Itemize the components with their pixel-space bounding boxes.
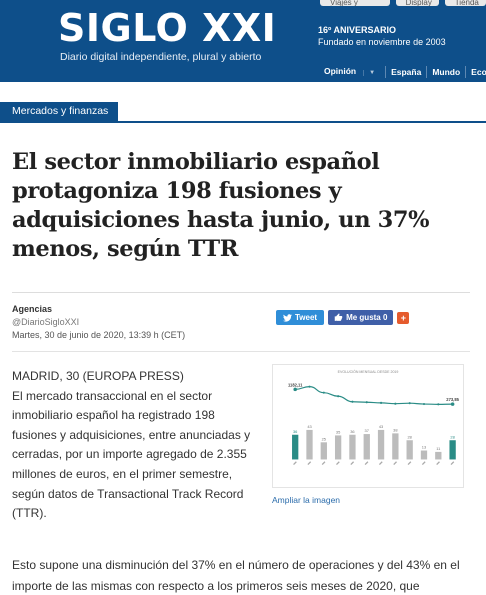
chart-x-tick — [436, 461, 440, 465]
divider — [12, 292, 470, 293]
share-buttons: Tweet Me gusta 0 + — [276, 310, 409, 325]
founded-label: Fundado en noviembre de 2003 — [318, 36, 446, 48]
thumbs-up-icon — [334, 313, 343, 322]
chart-bar — [335, 435, 341, 459]
chart-line-label: 1182,11 — [288, 382, 303, 387]
chart-bar — [321, 442, 327, 459]
byline: Agencias @DiarioSigloXXI Martes, 30 de j… — [12, 303, 185, 342]
chart-point — [423, 403, 425, 405]
dateline: MADRID, 30 (EUROPA PRESS) — [12, 367, 262, 387]
top-link[interactable]: Tienda — [445, 0, 486, 6]
chart-point — [366, 401, 368, 403]
chart-bar-label: 11 — [436, 446, 440, 451]
chart-bar — [435, 452, 441, 460]
chevron-down-icon: ▼ — [363, 70, 380, 76]
chart-point — [293, 388, 297, 392]
chart-x-tick — [379, 461, 383, 465]
site-header: Viajes y turismo Display Tienda SIGLO XX… — [0, 0, 486, 82]
chart-point — [351, 401, 353, 403]
chart-point — [323, 392, 325, 394]
chart-bar — [392, 433, 398, 459]
chart-bar-label: 28 — [450, 434, 455, 439]
chart-x-tick — [307, 461, 311, 465]
article-title: El sector inmobiliario español protagoni… — [12, 148, 472, 264]
chart-x-tick — [365, 461, 369, 465]
anniversary-info: 16º ANIVERSARIO Fundado en noviembre de … — [318, 24, 446, 48]
chart-bar — [407, 440, 413, 459]
chart-point — [308, 386, 310, 388]
nav-item-espana[interactable]: España — [385, 66, 426, 78]
top-link[interactable]: Viajes y turismo — [320, 0, 390, 6]
chart-bar — [292, 435, 298, 460]
chart-bar — [364, 434, 370, 459]
chart-image[interactable]: EVOLUCIÓN MENSUAL DESDE 2019 36 43 25 35 36 3… — [272, 364, 464, 488]
chart-bar-label: 36 — [293, 429, 298, 434]
anniversary-label: 16º ANIVERSARIO — [318, 24, 446, 36]
chart-line-label: 273,85 — [446, 397, 459, 402]
chart-bar-label: 35 — [336, 429, 341, 434]
tweet-label: Tweet — [295, 313, 317, 322]
chart-bar — [378, 430, 384, 460]
chart-bar-label: 28 — [407, 434, 412, 439]
chart-x-tick — [451, 461, 455, 465]
publish-date: Martes, 30 de junio de 2020, 13:39 h (CE… — [12, 329, 185, 342]
section-tag[interactable]: Mercados y finanzas — [0, 102, 118, 122]
chart-bar-label: 13 — [422, 445, 427, 450]
chart-bar — [421, 451, 427, 460]
article-figure: EVOLUCIÓN MENSUAL DESDE 2019 36 43 25 35 36 3… — [272, 364, 467, 505]
chart-bar — [349, 435, 355, 460]
chart-x-tick — [422, 461, 426, 465]
chart-bar-label: 37 — [365, 428, 369, 433]
chart-point — [380, 402, 382, 404]
site-tagline: Diario digital independiente, plural y a… — [60, 51, 261, 63]
main-nav: Opinión▼ España Mundo Econom — [314, 64, 486, 80]
chart-x-tick — [293, 461, 297, 465]
nav-item-mundo[interactable]: Mundo — [426, 66, 465, 78]
chart-point — [437, 403, 439, 405]
chart-x-tick — [408, 461, 412, 465]
chart-point — [451, 402, 455, 406]
divider — [12, 351, 470, 352]
chart-line — [295, 387, 452, 405]
top-links: Viajes y turismo Display Tienda — [320, 0, 486, 6]
twitter-icon — [283, 314, 292, 322]
chart-x-tick — [393, 461, 397, 465]
chart-bar-label: 36 — [350, 429, 355, 434]
author-handle[interactable]: @DiarioSigloXXI — [12, 316, 185, 329]
chart-x-tick — [336, 461, 340, 465]
nav-item-opinion[interactable]: Opinión ▼ — [314, 65, 385, 79]
like-label: Me gusta 0 — [346, 313, 387, 322]
tweet-button[interactable]: Tweet — [276, 310, 324, 325]
chart-title: EVOLUCIÓN MENSUAL DESDE 2019 — [338, 369, 399, 374]
top-link[interactable]: Display — [396, 0, 439, 6]
chart-x-tick — [350, 461, 354, 465]
paragraph: Esto supone una disminución del 37% en e… — [12, 555, 474, 595]
paragraph: El mercado transaccional en el sector in… — [12, 387, 262, 524]
chart-bar-label: 25 — [322, 436, 327, 441]
nav-item-label: Opinión — [319, 66, 361, 76]
like-button[interactable]: Me gusta 0 — [328, 310, 393, 325]
enlarge-image-link[interactable]: Ampliar la imagen — [272, 495, 467, 505]
article-body: MADRID, 30 (EUROPA PRESS) El mercado tra… — [12, 367, 262, 524]
chart-x-tick — [322, 461, 326, 465]
chart-bar-label: 43 — [307, 424, 312, 429]
author-agency: Agencias — [12, 303, 185, 316]
chart-bar-label: 38 — [393, 427, 398, 432]
chart-bar — [449, 440, 455, 459]
chart-point — [394, 403, 396, 405]
nav-item-economia[interactable]: Econom — [465, 66, 486, 78]
chart-bar-label: 43 — [379, 424, 384, 429]
site-logo[interactable]: SIGLO XXI — [58, 6, 276, 50]
chart-point — [409, 402, 411, 404]
chart-bar — [306, 430, 312, 460]
more-share-button[interactable]: + — [397, 312, 409, 324]
chart-point — [337, 395, 339, 397]
